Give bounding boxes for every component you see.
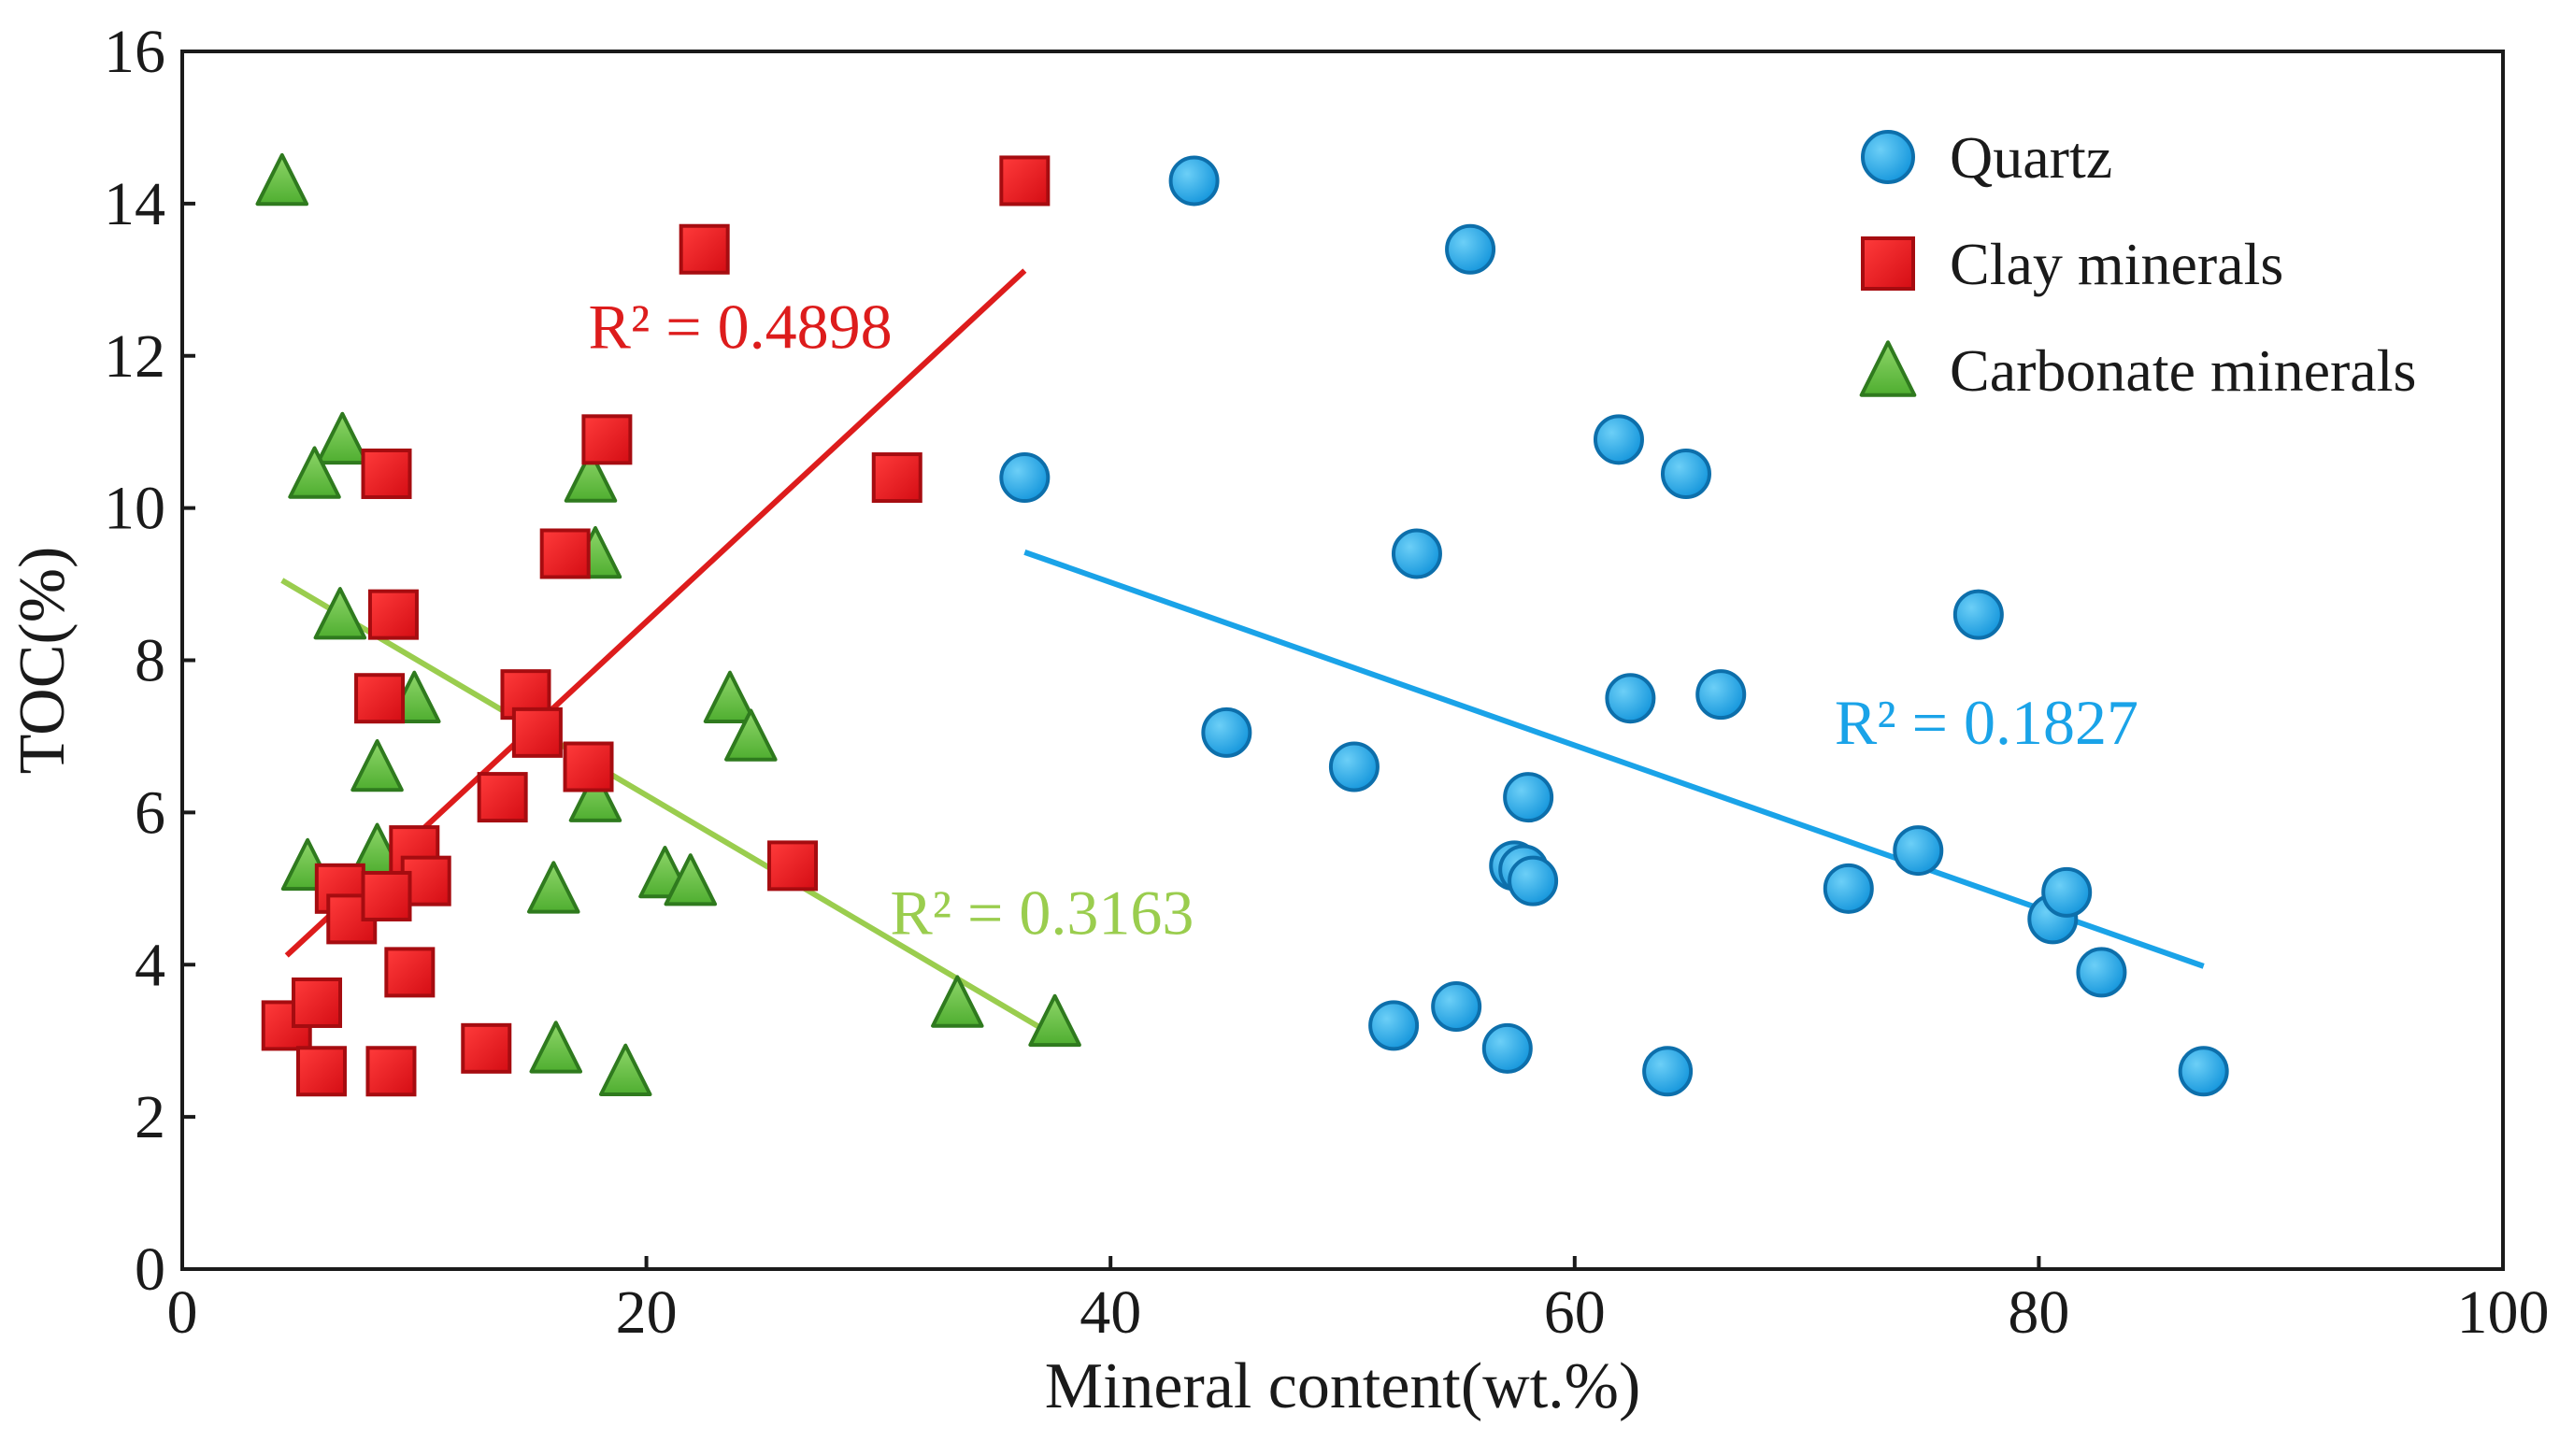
legend-circle-marker [1861, 130, 1915, 184]
square-point [871, 452, 922, 504]
square-point [365, 1046, 417, 1097]
y-tick-label: 4 [135, 931, 165, 999]
circle-point [1593, 414, 1644, 465]
square-point [295, 1046, 347, 1097]
y-tick-label: 8 [135, 627, 165, 695]
legend-label: Carbonate minerals [1950, 337, 2416, 404]
circle-point [1642, 1046, 1694, 1097]
legend-square-marker [1861, 236, 1915, 291]
r2-label: R² = 0.3163 [890, 878, 1194, 949]
triangle-point [703, 670, 757, 723]
circle-point [1328, 741, 1380, 792]
legend-item: Clay minerals [1861, 231, 2283, 297]
square-point [361, 870, 412, 921]
circle-point [1660, 448, 1711, 499]
x-tick-label: 100 [2457, 1278, 2550, 1347]
triangle-point [255, 152, 309, 207]
trendlines [280, 268, 2205, 1039]
triangle-point [288, 446, 341, 499]
triangle-point [350, 739, 404, 792]
trendline-carbonate-minerals [280, 578, 1057, 1039]
legend-label: Clay minerals [1950, 231, 2283, 297]
circle-point [1368, 1000, 1420, 1051]
circle-point [1445, 223, 1496, 275]
triangle-point [527, 861, 580, 914]
legend-item: Carbonate minerals [1859, 337, 2416, 404]
triangle-point [568, 769, 622, 822]
triangle-point [316, 411, 369, 465]
y-tick-label: 14 [104, 170, 165, 238]
series-quartz [999, 155, 2229, 1097]
square-point [767, 840, 819, 892]
y-tick-label: 2 [135, 1083, 165, 1151]
square-point [581, 414, 633, 465]
triangle-point [724, 708, 778, 762]
x-tick-label: 20 [616, 1278, 678, 1347]
triangle-point [1028, 993, 1081, 1048]
legend-label: Quartz [1950, 124, 2112, 191]
circle-point [1823, 863, 1874, 914]
square-point [539, 528, 591, 579]
x-axis-title: Mineral content(wt.%) [1045, 1350, 1641, 1422]
circle-point [1695, 669, 1747, 721]
y-tick-label: 0 [135, 1235, 165, 1304]
y-tick-label: 10 [104, 475, 165, 543]
circle-point [1503, 772, 1554, 823]
x-tick-label: 60 [1544, 1278, 1606, 1347]
y-tick-label: 12 [104, 322, 165, 391]
x-tick-label: 80 [2008, 1278, 2069, 1347]
triangle-point [564, 450, 618, 503]
triangle-point [599, 1043, 652, 1097]
square-point [384, 947, 436, 998]
triangle-point [529, 1021, 583, 1074]
circle-point [1605, 673, 1656, 724]
circle-point [1893, 825, 1944, 877]
square-point [461, 1022, 512, 1074]
data-points [255, 152, 2229, 1097]
square-point [511, 707, 563, 758]
r2-label: R² = 0.4898 [589, 292, 893, 363]
r2-label: R² = 0.1827 [1835, 687, 2138, 758]
legend-item: Quartz [1861, 124, 2112, 191]
y-axis-title: TOC(%) [7, 547, 79, 775]
square-point [477, 772, 528, 823]
circle-point [1168, 155, 1220, 207]
series-clay-minerals [261, 155, 1051, 1097]
y-tick-label: 16 [104, 18, 165, 86]
square-point [292, 977, 343, 1028]
circle-point [1201, 707, 1252, 758]
circle-point [1508, 855, 1559, 906]
y-tick-label: 6 [135, 778, 165, 847]
legend-triangle-marker [1859, 340, 1917, 397]
triangle-point [313, 587, 367, 640]
circle-point [1481, 1022, 1533, 1074]
square-point [563, 741, 614, 792]
square-point [361, 448, 412, 499]
square-point [999, 155, 1051, 207]
circle-point [999, 452, 1051, 504]
circle-point [1391, 528, 1442, 579]
circle-point [1431, 981, 1482, 1033]
circle-point [2076, 947, 2127, 998]
legend: Quartz Clay minerals Carbonate minerals [1859, 124, 2416, 404]
circle-point [1952, 589, 2004, 640]
x-tick-label: 0 [167, 1278, 198, 1347]
trend-labels: R² = 0.1827 R² = 0.4898 R² = 0.3163 [589, 292, 2138, 949]
triangle-point [664, 853, 718, 906]
circle-point [2041, 866, 2093, 918]
circle-point [2178, 1046, 2229, 1097]
trendline-quartz [1023, 550, 2205, 969]
square-point [354, 673, 406, 724]
x-tick-label: 40 [1080, 1278, 1141, 1347]
square-point [367, 589, 419, 640]
triangle-point [931, 975, 984, 1028]
axes: 0 20 40 60 80 100 0 2 4 6 8 10 12 14 16 [104, 18, 2550, 1347]
square-point [679, 223, 730, 275]
